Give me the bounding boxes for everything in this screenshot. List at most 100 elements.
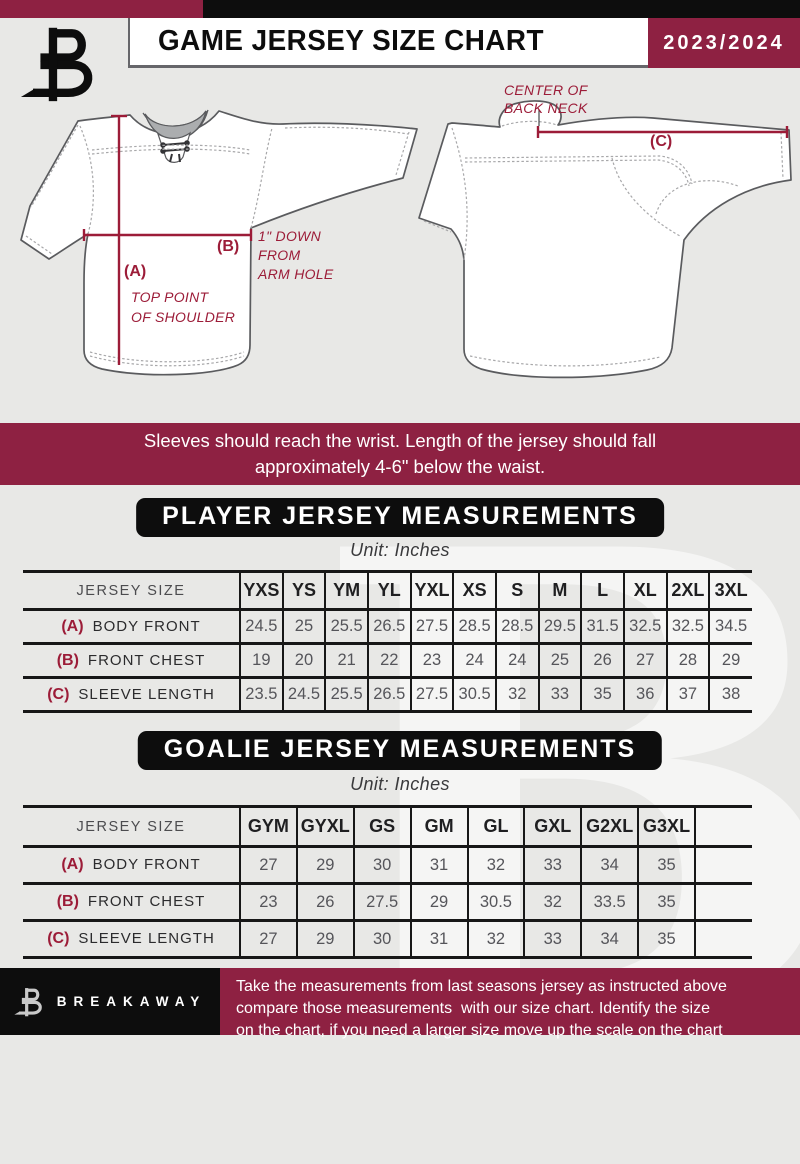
table-header-row: JERSEY SIZE GYM GYXL GS GM GL GXL G2XL G3XL bbox=[23, 806, 752, 847]
measurement-value: 29 bbox=[409, 883, 468, 921]
measurement-value: 28.5 bbox=[494, 609, 539, 644]
label-c-note-line1: CENTER OF bbox=[504, 82, 588, 98]
measurement-value: 33 bbox=[537, 677, 582, 712]
measurement-value: 34.5 bbox=[708, 609, 752, 644]
label-b-note-line3: ARM HOLE bbox=[258, 266, 334, 282]
measurement-value: 29.5 bbox=[537, 609, 582, 644]
measurement-label: (B) FRONT CHEST bbox=[23, 884, 240, 921]
measurement-value: 31.5 bbox=[580, 609, 624, 644]
measurement-value: 25 bbox=[537, 643, 582, 678]
size-column-header: 2XL bbox=[665, 571, 710, 610]
player-section-title: PLAYER JERSEY MEASUREMENTS bbox=[136, 498, 664, 537]
measurement-value: 27 bbox=[239, 920, 297, 958]
table-header-row: JERSEY SIZE YXS YS YM YL YXL XS S M L XL 2XL 3XL bbox=[23, 571, 752, 610]
measurement-value: 30.5 bbox=[466, 883, 525, 921]
measurement-value: 27.5 bbox=[409, 677, 454, 712]
measurement-value: 30 bbox=[352, 920, 411, 958]
label-b-key: (B) bbox=[217, 238, 240, 255]
measurement-value: 27.5 bbox=[352, 883, 411, 921]
size-column-header: GYM bbox=[239, 806, 297, 847]
measurement-value bbox=[694, 883, 752, 921]
measurement-label: (A) BODY FRONT bbox=[23, 610, 240, 644]
measurement-label: (B) FRONT CHEST bbox=[23, 644, 240, 678]
measurement-name: SLEEVE LENGTH bbox=[78, 685, 215, 703]
jersey-size-label: JERSEY SIZE bbox=[76, 818, 186, 835]
measurement-value bbox=[694, 846, 752, 884]
measurement-value bbox=[694, 920, 752, 958]
back-jersey-outline bbox=[418, 100, 792, 379]
table-row: (C) SLEEVE LENGTH 27 29 30 31 32 33 34 35 bbox=[23, 920, 752, 958]
table-row: (B) FRONT CHEST 23 26 27.5 29 30.5 32 33.5 35 bbox=[23, 883, 752, 921]
measurement-value: 23 bbox=[239, 883, 297, 921]
measurement-name: BODY FRONT bbox=[92, 617, 201, 635]
measurement-value: 20 bbox=[281, 643, 326, 678]
page-title: GAME JERSEY SIZE CHART bbox=[158, 25, 544, 57]
measurement-value: 31 bbox=[409, 846, 468, 884]
measurement-key: (C) bbox=[47, 930, 70, 947]
size-column-header bbox=[694, 806, 752, 847]
goalie-section-title: GOALIE JERSEY MEASUREMENTS bbox=[137, 731, 663, 770]
measurement-value: 29 bbox=[708, 643, 752, 678]
measurement-value: 27 bbox=[239, 846, 297, 884]
size-column-header: YXL bbox=[409, 571, 454, 610]
measurement-key: (A) bbox=[61, 617, 84, 635]
label-a-note: TOP POINT OF SHOULDER bbox=[131, 287, 235, 327]
measurement-value: 36 bbox=[622, 677, 667, 712]
table-row: (A) BODY FRONT 24.5 25 25.5 26.5 27.5 28.5 28.5 2… bbox=[23, 609, 752, 644]
measurement-value: 32.5 bbox=[665, 609, 710, 644]
brand-name: BREAKAWAY bbox=[56, 994, 207, 1009]
footer: BREAKAWAY Take the measurements from las… bbox=[0, 968, 800, 1039]
size-column-header: G3XL bbox=[637, 806, 695, 847]
size-column-header: XS bbox=[452, 571, 496, 610]
fit-note-line1: Sleeves should reach the wrist. Length o… bbox=[143, 430, 657, 451]
measurement-value: 32 bbox=[466, 846, 525, 884]
player-size-table: JERSEY SIZE YXS YS YM YL YXL XS S M L XL 2XL 3XL (A) B… bbox=[23, 570, 752, 713]
measurement-name: SLEEVE LENGTH bbox=[78, 930, 215, 947]
size-column-header: YXS bbox=[239, 571, 283, 610]
measurement-key: (A) bbox=[61, 856, 84, 873]
size-column-header: XL bbox=[622, 571, 667, 610]
measurement-value: 23 bbox=[409, 643, 454, 678]
footer-line1: Take the measurements from last seasons … bbox=[236, 978, 727, 995]
size-column-header: YL bbox=[366, 571, 411, 610]
footer-brand-block: BREAKAWAY bbox=[0, 968, 220, 1035]
label-b-note-line2: FROM bbox=[258, 247, 301, 263]
measurement-value: 28 bbox=[665, 643, 710, 678]
measurement-value: 26 bbox=[580, 643, 624, 678]
label-c-note-line2: BACK NECK bbox=[504, 100, 588, 116]
measurement-value: 26.5 bbox=[366, 609, 411, 644]
measurement-value: 26.5 bbox=[366, 677, 411, 712]
measurement-name: BODY FRONT bbox=[92, 856, 201, 873]
measurement-value: 38 bbox=[708, 677, 752, 712]
measurement-value: 19 bbox=[239, 643, 283, 678]
measurement-value: 30 bbox=[352, 846, 411, 884]
size-column-header: GS bbox=[352, 806, 411, 847]
measurement-value: 23.5 bbox=[239, 677, 283, 712]
measurement-value: 21 bbox=[324, 643, 368, 678]
measurement-value: 30.5 bbox=[452, 677, 496, 712]
size-column-header: 3XL bbox=[708, 571, 752, 610]
goalie-unit-label: Unit: Inches bbox=[350, 774, 450, 794]
measurement-value: 29 bbox=[295, 846, 354, 884]
measurement-key: (B) bbox=[56, 893, 79, 910]
label-a-key: (A) bbox=[124, 263, 147, 280]
jersey-diagrams bbox=[20, 100, 792, 379]
measurement-value: 22 bbox=[366, 643, 411, 678]
measurement-value: 29 bbox=[295, 920, 354, 958]
top-strip-maroon bbox=[0, 0, 203, 18]
breakaway-b-logo-icon bbox=[14, 987, 42, 1016]
size-column-header: YS bbox=[281, 571, 326, 610]
measurement-value: 33.5 bbox=[580, 883, 639, 921]
top-strip-black bbox=[203, 0, 800, 18]
label-b-note: 1" DOWN FROM ARM HOLE bbox=[258, 227, 334, 284]
measurement-value: 32 bbox=[494, 677, 539, 712]
measurement-value: 24 bbox=[452, 643, 496, 678]
measurement-value: 24.5 bbox=[281, 677, 326, 712]
measurement-value: 32.5 bbox=[622, 609, 667, 644]
size-column-header: GL bbox=[466, 806, 525, 847]
label-a-note-line1: TOP POINT bbox=[131, 289, 209, 305]
footer-line2: compare those measurements with our size… bbox=[236, 1000, 710, 1017]
size-column-header: G2XL bbox=[580, 806, 639, 847]
size-column-header: YM bbox=[324, 571, 368, 610]
measurement-value: 24 bbox=[494, 643, 539, 678]
